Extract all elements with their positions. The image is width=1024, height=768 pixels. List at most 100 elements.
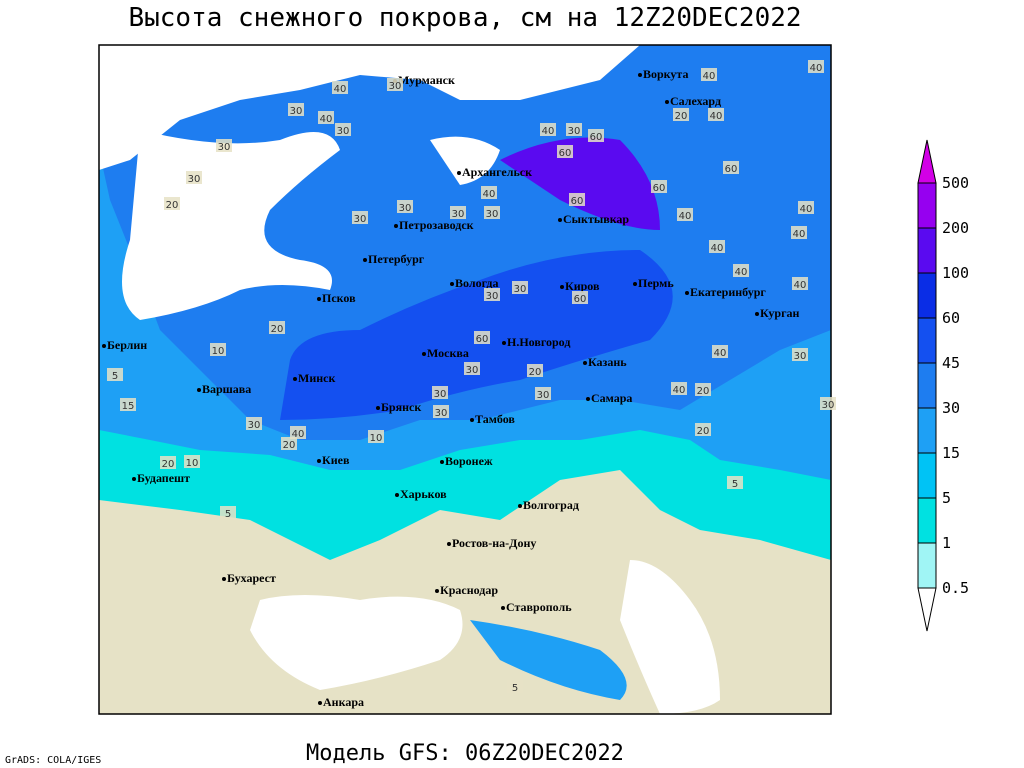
city-dot [395, 493, 399, 497]
contour-label-box [820, 397, 836, 410]
contour-label: 30 [568, 126, 581, 137]
contour-label-box [569, 193, 585, 206]
city-label: Вологда [455, 276, 499, 290]
city-label: Псков [322, 291, 356, 305]
contour-label: 30 [354, 214, 367, 225]
contour-label-box [651, 180, 667, 193]
colorbar-box [917, 452, 937, 499]
contour-label-box [335, 123, 351, 136]
city-label: Петрозаводск [399, 218, 474, 232]
city-dot [317, 297, 321, 301]
contour-label: 40 [735, 267, 748, 278]
contour-label-box [808, 60, 824, 73]
title: Высота снежного покрова, см на 12Z20DEC2… [128, 3, 801, 33]
colorbar-label: 60 [942, 309, 960, 327]
city-label: Пермь [638, 276, 674, 290]
contour-label-box [540, 123, 556, 136]
contour-label: 20 [271, 324, 284, 335]
contour-label-box [792, 277, 808, 290]
city-label: Бухарест [227, 571, 276, 585]
city-dot [558, 218, 562, 222]
contour-label-box [352, 211, 368, 224]
contour-label: 30 [537, 390, 550, 401]
colorbar-box [917, 407, 937, 454]
city-dot [197, 388, 201, 392]
city-dot [586, 397, 590, 401]
contour-label: 40 [800, 204, 813, 215]
contour-label-box [507, 680, 523, 693]
contour-label: 20 [697, 426, 710, 437]
colorbar-label: 5 [942, 489, 951, 507]
city-dot [685, 291, 689, 295]
contour-label: 5 [112, 371, 118, 382]
contour-label: 40 [710, 111, 723, 122]
city-dot [501, 606, 505, 610]
contour-label-box [708, 108, 724, 121]
city-dot [470, 418, 474, 422]
city-label: Самара [591, 391, 632, 405]
city-label: Мурманск [398, 73, 455, 87]
contour-label: 60 [571, 196, 584, 207]
contour-label-box [474, 331, 490, 344]
contour-label: 20 [283, 440, 296, 451]
city-dot [633, 282, 637, 286]
footer-credit: GrADS: COLA/IGES [5, 755, 101, 766]
contour-label: 40 [810, 63, 823, 74]
contour-label: 15 [122, 401, 135, 412]
contour-label-box [450, 206, 466, 219]
contour-label-box [527, 364, 543, 377]
contour-label: 30 [399, 203, 412, 214]
contour-label-box [484, 206, 500, 219]
colorbar-label: 200 [942, 219, 969, 237]
contour-label-box [709, 240, 725, 253]
contour-label: 30 [486, 291, 499, 302]
city-label: Киев [322, 453, 350, 467]
contour-label: 60 [574, 294, 587, 305]
city-dot [318, 701, 322, 705]
colorbar-label: 45 [942, 354, 960, 372]
contour-label-box [512, 281, 528, 294]
contour-label-box [535, 387, 551, 400]
contour-label-box [290, 426, 306, 439]
city-label: Будапешт [137, 471, 190, 485]
city-dot [363, 258, 367, 262]
colorbar-label: 15 [942, 444, 960, 462]
contour-label-box [481, 186, 497, 199]
cities: Мурманск Воркута Салехард Архангельск Сыктыв… [102, 67, 800, 709]
contour-label-box [733, 264, 749, 277]
contour-label: 40 [320, 114, 333, 125]
contour-label: 30 [337, 126, 350, 137]
contour-label: 30 [290, 106, 303, 117]
contour-label: 40 [673, 385, 686, 396]
contour-label-box [791, 226, 807, 239]
contour-label: 20 [529, 367, 542, 378]
contour-label: 60 [559, 148, 572, 159]
contour-label: 20 [166, 200, 179, 211]
city-dot [638, 73, 642, 77]
city-label: Салехард [670, 94, 721, 108]
contour-label: 5 [512, 683, 518, 694]
contour-label: 30 [248, 420, 261, 431]
contour-label-box [184, 455, 200, 468]
contour-label-box [387, 78, 403, 91]
contour-label-box [798, 201, 814, 214]
contour-label: 30 [452, 209, 465, 220]
contour-label: 5 [225, 509, 231, 520]
colorbar-box [917, 227, 937, 274]
contour-label: 40 [679, 211, 692, 222]
contour-label-box [288, 103, 304, 116]
contour-label: 40 [714, 348, 727, 359]
city-label: Варшава [202, 382, 251, 396]
map [99, 45, 831, 714]
contour-label-box [572, 291, 588, 304]
contour-label-box [186, 171, 202, 184]
city-label: Воронеж [445, 454, 493, 468]
contour-label: 30 [466, 365, 479, 376]
city-label: Волгоград [523, 498, 579, 512]
contour-label-box [727, 476, 743, 489]
contour-label-box [216, 139, 232, 152]
city-dot [583, 361, 587, 365]
contour-label-box [220, 506, 236, 519]
